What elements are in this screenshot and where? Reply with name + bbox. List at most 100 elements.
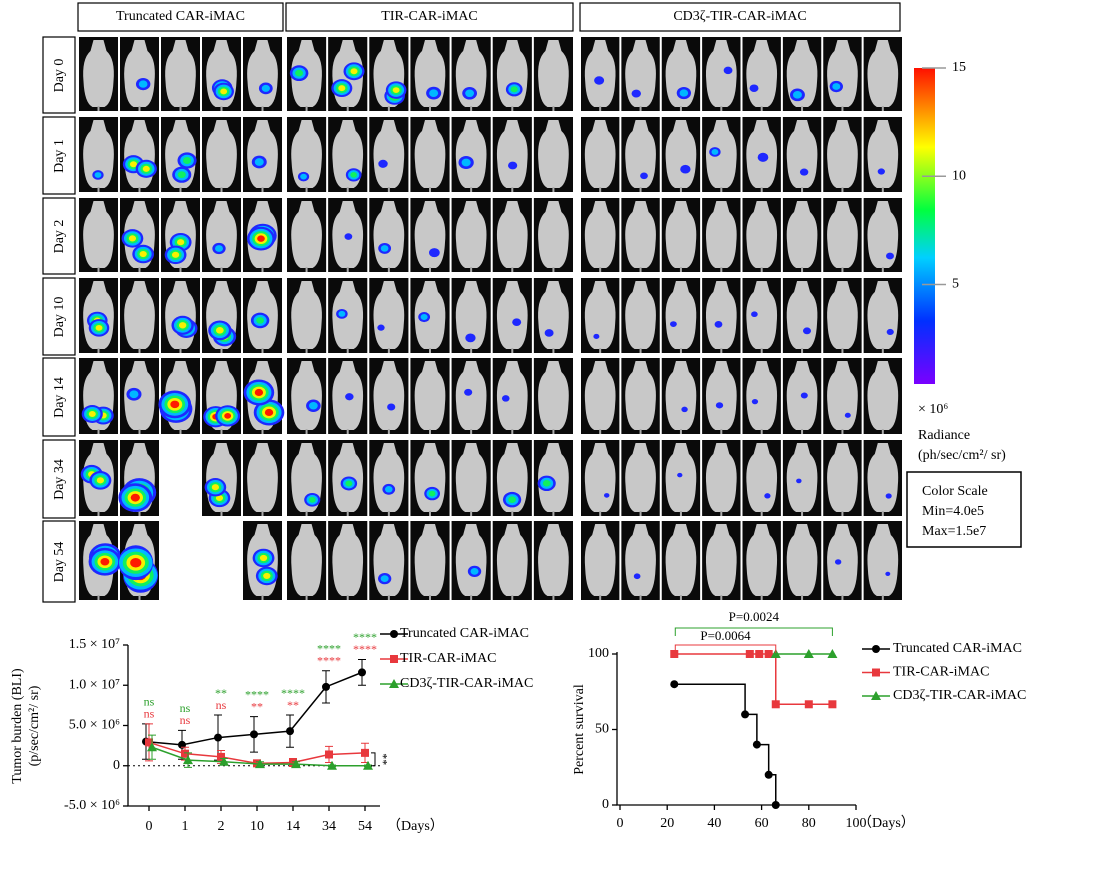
signal-blob	[95, 324, 103, 331]
mouse-image	[328, 521, 368, 600]
mouse-tail	[720, 187, 723, 192]
signal-blob	[261, 84, 270, 92]
colorbar-title: Radiance	[918, 428, 970, 443]
mouse-tail	[841, 267, 844, 272]
signal-blob	[501, 395, 510, 402]
mouse-tail	[387, 511, 390, 516]
mouse-image	[287, 358, 327, 434]
legend-label: CD3ζ-TIR-CAR-iMAC	[893, 688, 1026, 703]
mouse-body	[867, 40, 899, 107]
comparison-label: P=0.0064	[700, 628, 751, 643]
mouse-body	[827, 443, 858, 512]
signal-blob	[387, 403, 396, 411]
mouse-tail	[220, 267, 223, 272]
mouse-tail	[429, 511, 431, 516]
mouse-tail	[841, 106, 844, 111]
legend-marker	[390, 630, 398, 638]
signal-blob	[681, 406, 688, 413]
significance-label: **	[251, 699, 263, 713]
mouse-tail	[511, 348, 514, 353]
mouse-tail	[552, 595, 555, 600]
significance-label: ****	[281, 686, 305, 700]
mouse-image	[451, 198, 491, 272]
mouse-body	[373, 361, 405, 430]
mouse-image	[621, 278, 660, 353]
mouse-body	[867, 524, 899, 596]
mouse-body	[414, 281, 446, 349]
mouse-tail	[470, 106, 473, 111]
signal-blob	[670, 321, 677, 327]
signal-blob	[264, 408, 274, 416]
mouse-image	[451, 117, 491, 192]
mouse-image	[661, 278, 701, 353]
mouse-tail	[261, 187, 264, 192]
mouse-image	[742, 358, 781, 434]
signal-blob	[640, 172, 648, 180]
signal-blob	[384, 486, 393, 493]
mouse-image	[581, 521, 620, 600]
mouse-tail	[346, 511, 349, 516]
mouse-image	[492, 37, 532, 111]
mouse-image	[581, 117, 620, 192]
mouse-image	[581, 198, 620, 272]
mouse-image	[410, 358, 450, 434]
group-header-box	[579, 2, 901, 32]
mouse-image	[79, 521, 122, 600]
mouse-image	[328, 278, 368, 353]
mouse-tail	[760, 106, 763, 111]
mouse-tail	[841, 595, 844, 600]
signal-blob	[142, 165, 150, 172]
mouse-image	[863, 198, 902, 272]
signal-blob	[378, 159, 388, 168]
signal-blob	[100, 557, 110, 566]
mouse-tail	[429, 187, 431, 192]
signal-blob	[263, 572, 271, 580]
x-tick-label: 54	[358, 819, 372, 834]
data-point	[181, 749, 189, 758]
mouse-tail	[720, 595, 723, 600]
y-tick-label: 1.5 × 10⁷	[69, 637, 120, 652]
mouse-body	[291, 120, 322, 188]
mouse-tail	[801, 106, 804, 111]
mouse-image	[118, 521, 159, 600]
mouse-image	[742, 521, 781, 600]
mouse-body	[83, 120, 114, 188]
mouse-body	[414, 361, 446, 430]
mouse-image	[451, 37, 491, 111]
mouse-image	[581, 440, 620, 516]
group-header-box	[77, 2, 284, 32]
signal-blob	[594, 76, 605, 85]
signal-blob	[256, 317, 265, 324]
signal-blob	[88, 410, 96, 417]
y-tick-label: 5.0 × 10⁶	[69, 718, 120, 733]
colorbar-tick-label: 5	[952, 277, 959, 292]
mouse-tail	[138, 106, 141, 111]
mouse-tail	[138, 511, 141, 516]
x-tick-label: 40	[707, 816, 721, 831]
mouse-body	[705, 281, 737, 349]
mouse-image	[410, 117, 450, 192]
mouse-tail	[305, 348, 308, 353]
mouse-body	[538, 201, 569, 268]
mouse-body	[291, 361, 322, 430]
mouse-body	[746, 524, 778, 596]
mouse-body	[414, 120, 446, 188]
mouse-body	[455, 120, 487, 188]
mouse-tail	[346, 187, 349, 192]
signal-blob	[512, 318, 522, 326]
mouse-body	[705, 361, 737, 430]
signal-blob	[129, 161, 138, 168]
signal-blob	[834, 559, 842, 565]
mouse-tail	[261, 106, 264, 111]
mouse-image	[823, 198, 862, 272]
colorbar-tick-label: 15	[952, 60, 966, 75]
signal-blob	[429, 248, 440, 258]
significance-label: **	[287, 698, 299, 712]
mouse-image	[202, 198, 241, 272]
signal-blob	[465, 89, 475, 98]
day-label: Day 34	[52, 459, 67, 500]
mouse-image	[79, 198, 118, 272]
day-label-box	[42, 439, 76, 519]
significance-label: **	[215, 686, 227, 700]
mouse-body	[625, 361, 656, 430]
